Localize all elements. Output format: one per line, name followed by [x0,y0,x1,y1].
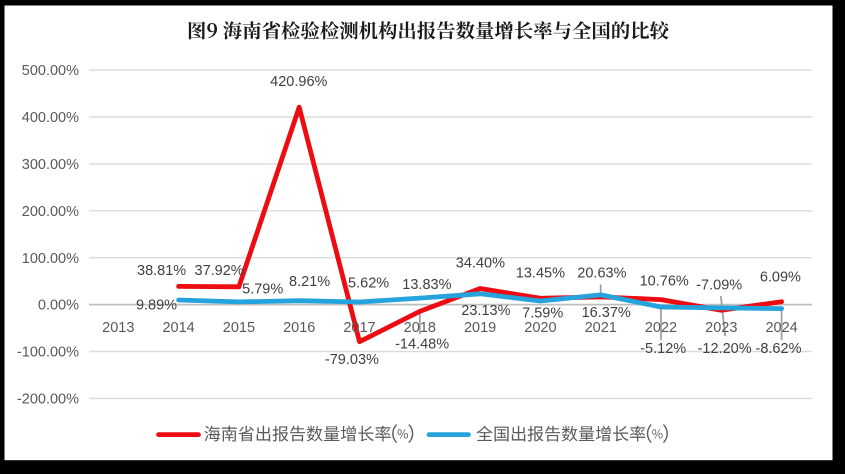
svg-text:2024: 2024 [765,320,797,336]
svg-text:2020: 2020 [524,320,556,336]
svg-text:2014: 2014 [162,320,194,336]
svg-text:9.89%: 9.89% [136,298,177,314]
svg-text:38.81%: 38.81% [137,263,186,279]
svg-text:2022: 2022 [645,320,677,336]
svg-text:37.92%: 37.92% [195,263,244,279]
svg-text:2013: 2013 [102,320,134,336]
svg-text:34.40%: 34.40% [456,255,505,271]
svg-text:8.21%: 8.21% [289,274,330,290]
svg-text:-200.00%: -200.00% [17,392,79,408]
svg-text:-5.12%: -5.12% [640,341,686,357]
svg-text:10.76%: 10.76% [640,274,689,290]
svg-text:-12.20%: -12.20% [698,341,752,357]
svg-text:0.00%: 0.00% [38,298,79,314]
svg-text:20.63%: 20.63% [577,266,626,282]
svg-text:420.96%: 420.96% [270,74,327,90]
svg-text:2018: 2018 [404,320,436,336]
svg-text:2016: 2016 [283,320,315,336]
svg-text:13.83%: 13.83% [402,277,451,293]
svg-text:500.00%: 500.00% [22,63,79,79]
svg-text:300.00%: 300.00% [22,157,79,173]
svg-text:-7.09%: -7.09% [696,277,742,293]
svg-text:2023: 2023 [705,320,737,336]
svg-text:200.00%: 200.00% [22,204,79,220]
svg-text:-14.48%: -14.48% [395,337,449,353]
svg-text:23.13%: 23.13% [461,303,510,319]
svg-text:7.59%: 7.59% [522,305,563,321]
svg-text:6.09%: 6.09% [760,269,801,285]
svg-text:5.62%: 5.62% [348,276,389,292]
svg-text:5.79%: 5.79% [242,282,283,298]
svg-text:2021: 2021 [585,320,617,336]
svg-text:400.00%: 400.00% [22,110,79,126]
svg-text:2019: 2019 [464,320,496,336]
svg-text:2017: 2017 [343,320,375,336]
svg-text:2015: 2015 [223,320,255,336]
svg-text:-8.62%: -8.62% [756,341,802,357]
svg-text:-100.00%: -100.00% [17,345,79,361]
svg-text:16.37%: 16.37% [582,305,631,321]
svg-text:13.45%: 13.45% [516,266,565,282]
svg-text:-79.03%: -79.03% [325,352,379,368]
svg-text:100.00%: 100.00% [22,251,79,267]
